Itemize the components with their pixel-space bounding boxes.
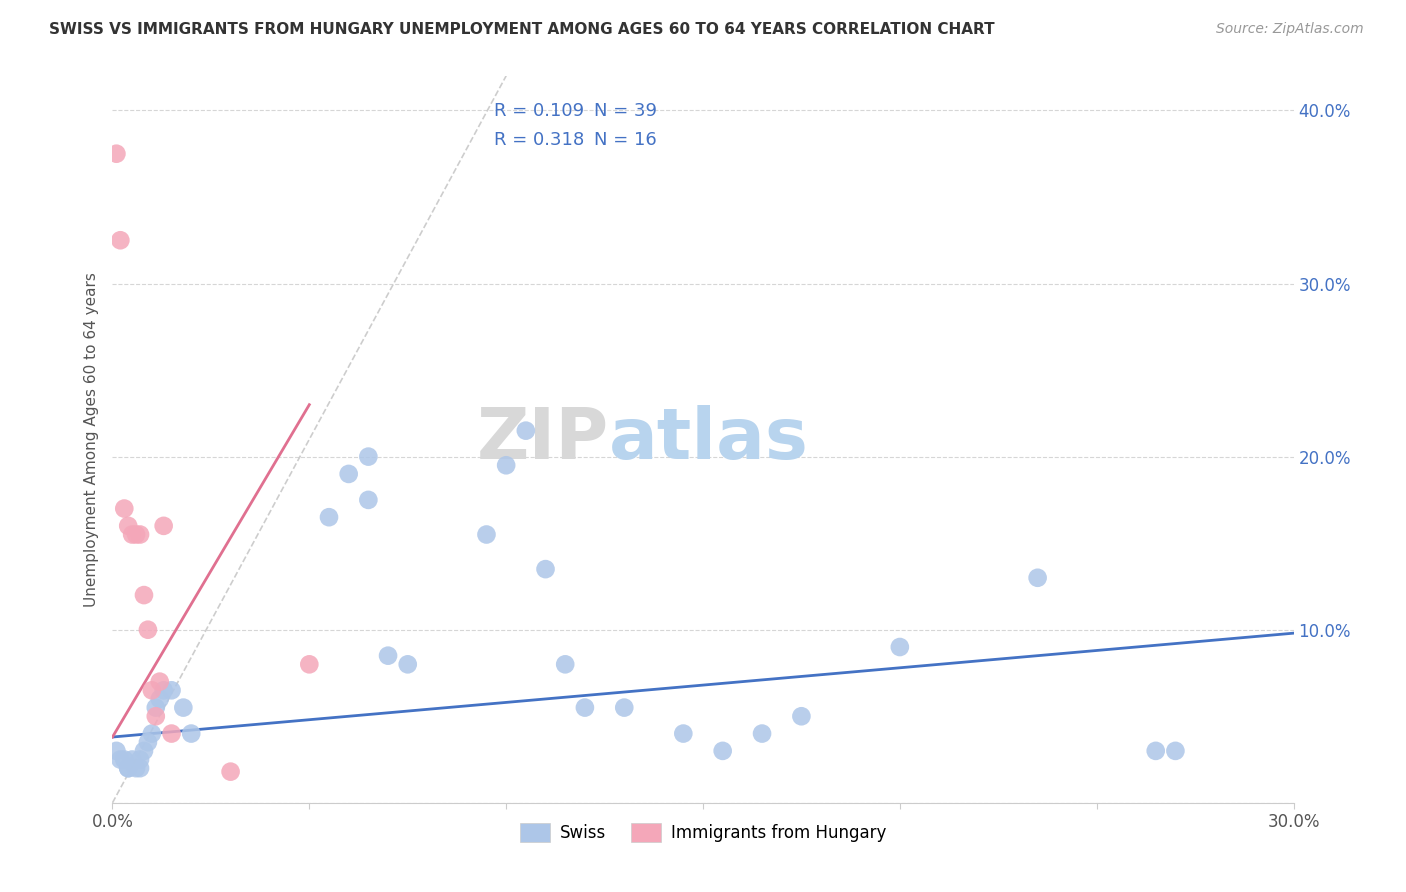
- Point: [672, 726, 695, 740]
- Point: [145, 700, 167, 714]
- Point: [129, 761, 152, 775]
- Point: [180, 726, 202, 740]
- Point: [105, 146, 128, 161]
- Text: N = 16: N = 16: [595, 131, 657, 149]
- Point: [711, 744, 734, 758]
- Text: ZIP: ZIP: [477, 405, 609, 474]
- Point: [574, 700, 596, 714]
- Point: [136, 735, 159, 749]
- Point: [377, 648, 399, 663]
- Point: [160, 726, 183, 740]
- Point: [357, 492, 380, 507]
- Point: [751, 726, 773, 740]
- Point: [613, 700, 636, 714]
- Point: [121, 752, 143, 766]
- Text: R = 0.109: R = 0.109: [494, 102, 583, 120]
- Point: [141, 726, 163, 740]
- Point: [172, 700, 194, 714]
- Point: [396, 657, 419, 672]
- Point: [117, 761, 139, 775]
- Point: [1164, 744, 1187, 758]
- Point: [152, 519, 174, 533]
- Point: [160, 683, 183, 698]
- Y-axis label: Unemployment Among Ages 60 to 64 years: Unemployment Among Ages 60 to 64 years: [84, 272, 100, 607]
- Point: [149, 692, 172, 706]
- Point: [337, 467, 360, 481]
- Point: [110, 233, 132, 247]
- Point: [112, 501, 135, 516]
- Point: [149, 674, 172, 689]
- Point: [129, 527, 152, 541]
- Point: [889, 640, 911, 654]
- Text: Source: ZipAtlas.com: Source: ZipAtlas.com: [1216, 22, 1364, 37]
- Point: [298, 657, 321, 672]
- Point: [357, 450, 380, 464]
- Point: [132, 588, 155, 602]
- Point: [121, 527, 143, 541]
- Point: [110, 752, 132, 766]
- Text: R = 0.318: R = 0.318: [494, 131, 585, 149]
- Point: [318, 510, 340, 524]
- Point: [1144, 744, 1167, 758]
- Point: [554, 657, 576, 672]
- Text: SWISS VS IMMIGRANTS FROM HUNGARY UNEMPLOYMENT AMONG AGES 60 TO 64 YEARS CORRELAT: SWISS VS IMMIGRANTS FROM HUNGARY UNEMPLO…: [49, 22, 995, 37]
- Point: [136, 623, 159, 637]
- Text: N = 39: N = 39: [595, 102, 658, 120]
- Point: [132, 744, 155, 758]
- Point: [117, 519, 139, 533]
- Point: [117, 761, 139, 775]
- Point: [112, 752, 135, 766]
- Point: [534, 562, 557, 576]
- Point: [129, 752, 152, 766]
- Point: [145, 709, 167, 723]
- Point: [152, 683, 174, 698]
- Point: [1026, 571, 1049, 585]
- Point: [105, 744, 128, 758]
- Point: [515, 424, 537, 438]
- Point: [125, 527, 148, 541]
- Point: [219, 764, 242, 779]
- Point: [790, 709, 813, 723]
- Point: [475, 527, 498, 541]
- Legend: Swiss, Immigrants from Hungary: Swiss, Immigrants from Hungary: [513, 816, 893, 849]
- Point: [495, 458, 517, 473]
- Point: [141, 683, 163, 698]
- Point: [125, 761, 148, 775]
- Text: atlas: atlas: [609, 405, 808, 474]
